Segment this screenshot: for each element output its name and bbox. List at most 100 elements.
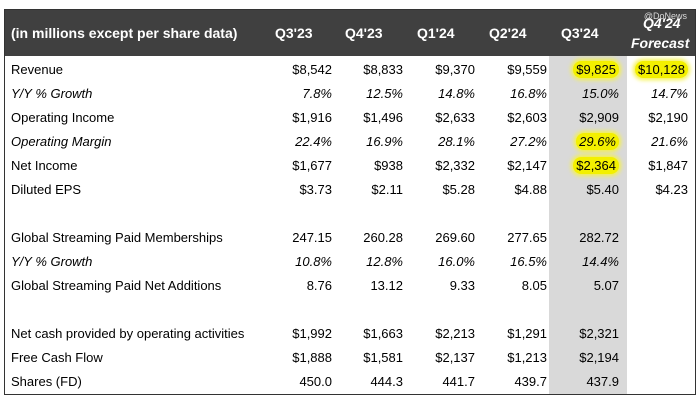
table-cell: 21.6% bbox=[608, 134, 688, 149]
table-cell: 277.65 bbox=[467, 230, 547, 245]
table-cell: $1,888 bbox=[252, 350, 332, 365]
table-row-operating-cash: Net cash provided by operating activitie… bbox=[5, 323, 695, 345]
cell-value: $5.40 bbox=[586, 182, 619, 197]
cell-value: $1,581 bbox=[363, 350, 403, 365]
table-cell: $2,147 bbox=[467, 158, 547, 173]
cell-value: 282.72 bbox=[579, 230, 619, 245]
cell-value: 16.8% bbox=[510, 86, 547, 101]
row-label: Net Income bbox=[11, 158, 78, 173]
table-cell: 282.72 bbox=[539, 230, 619, 245]
table-cell: 27.2% bbox=[467, 134, 547, 149]
cell-value: $1,847 bbox=[648, 158, 688, 173]
cell-value: 5.07 bbox=[593, 278, 619, 293]
table-cell: 16.8% bbox=[467, 86, 547, 101]
table-cell: $9,559 bbox=[467, 62, 547, 77]
table-cell: 14.4% bbox=[539, 254, 619, 269]
table-cell: $1,992 bbox=[252, 326, 332, 341]
table-cell: 9.33 bbox=[395, 278, 475, 293]
table-cell: $8,542 bbox=[252, 62, 332, 77]
header-col-q1-24: Q1'24 bbox=[417, 25, 455, 41]
table-cell: $4.88 bbox=[467, 182, 547, 197]
table-cell: $2,194 bbox=[539, 350, 619, 365]
cell-value: $1,496 bbox=[363, 110, 403, 125]
table-row-operating-income: Operating Income $1,916 $1,496 $2,633 $2,603… bbox=[5, 107, 695, 129]
table-cell: $2,213 bbox=[395, 326, 475, 341]
table-cell: 8.76 bbox=[252, 278, 332, 293]
row-label: Diluted EPS bbox=[11, 182, 82, 197]
watermark: @DoNews bbox=[643, 11, 687, 21]
cell-value: $2,147 bbox=[507, 158, 547, 173]
cell-value: 441.7 bbox=[442, 374, 475, 389]
header-col-forecast: Forecast bbox=[631, 35, 690, 51]
row-label: Global Streaming Paid Memberships bbox=[11, 230, 223, 245]
table-cell: $9,370 bbox=[395, 62, 475, 77]
cell-value: 10.8% bbox=[295, 254, 332, 269]
cell-value: 437.9 bbox=[586, 374, 619, 389]
cell-value: 247.15 bbox=[292, 230, 332, 245]
table-row-shares-fd: Shares (FD) 450.0 444.3 441.7 439.7 437.9 bbox=[5, 371, 695, 393]
highlighted-value: $9,825 bbox=[573, 61, 619, 78]
cell-value: $2,332 bbox=[435, 158, 475, 173]
cell-value: $8,833 bbox=[363, 62, 403, 77]
table-cell: 29.6% bbox=[539, 133, 619, 150]
table-cell: $2,332 bbox=[395, 158, 475, 173]
highlighted-value: $2,364 bbox=[573, 157, 619, 174]
table-cell: $3.73 bbox=[252, 182, 332, 197]
table-cell: $1,847 bbox=[608, 158, 688, 173]
table-cell: 10.8% bbox=[252, 254, 332, 269]
row-label: Global Streaming Paid Net Additions bbox=[11, 278, 222, 293]
cell-value: 277.65 bbox=[507, 230, 547, 245]
table-cell: 28.1% bbox=[395, 134, 475, 149]
table-cell: $10,128 bbox=[608, 61, 688, 78]
cell-value: 269.60 bbox=[435, 230, 475, 245]
cell-value: 22.4% bbox=[295, 134, 332, 149]
cell-value: $4.23 bbox=[655, 182, 688, 197]
highlighted-value: $10,128 bbox=[635, 61, 688, 78]
cell-value: 16.0% bbox=[438, 254, 475, 269]
table-cell: $2.11 bbox=[323, 182, 403, 197]
cell-value: $1,916 bbox=[292, 110, 332, 125]
cell-value: $1,888 bbox=[292, 350, 332, 365]
cell-value: $3.73 bbox=[299, 182, 332, 197]
cell-value: 13.12 bbox=[370, 278, 403, 293]
table-cell: 14.8% bbox=[395, 86, 475, 101]
table-cell: $1,581 bbox=[323, 350, 403, 365]
cell-value: $5.28 bbox=[442, 182, 475, 197]
table-row-memberships-growth: Y/Y % Growth 10.8% 12.8% 16.0% 16.5% 14.4% bbox=[5, 251, 695, 273]
cell-value: 450.0 bbox=[299, 374, 332, 389]
table-cell: 441.7 bbox=[395, 374, 475, 389]
table-cell: 16.9% bbox=[323, 134, 403, 149]
table-cell: $938 bbox=[323, 158, 403, 173]
cell-value: 16.5% bbox=[510, 254, 547, 269]
cell-value: 14.7% bbox=[651, 86, 688, 101]
table-cell: 13.12 bbox=[323, 278, 403, 293]
table-row-revenue: Revenue $8,542 $8,833 $9,370 $9,559 $9,825 $10… bbox=[5, 59, 695, 81]
cell-value: $938 bbox=[374, 158, 403, 173]
cell-value: 439.7 bbox=[514, 374, 547, 389]
table-cell: $2,190 bbox=[608, 110, 688, 125]
cell-value: $2.11 bbox=[371, 182, 403, 197]
table-cell: 12.5% bbox=[323, 86, 403, 101]
table-cell: 7.8% bbox=[252, 86, 332, 101]
financial-table: (in millions except per share data) Q3'2… bbox=[4, 9, 696, 395]
cell-value: $1,677 bbox=[292, 158, 332, 173]
row-label: Y/Y % Growth bbox=[11, 254, 93, 269]
table-cell: 16.5% bbox=[467, 254, 547, 269]
cell-value: 444.3 bbox=[370, 374, 403, 389]
table-cell: 22.4% bbox=[252, 134, 332, 149]
table-cell: 260.28 bbox=[323, 230, 403, 245]
cell-value: $2,190 bbox=[648, 110, 688, 125]
table-cell: $1,663 bbox=[323, 326, 403, 341]
table-cell: $8,833 bbox=[323, 62, 403, 77]
cell-value: 7.8% bbox=[302, 86, 332, 101]
table-cell: 15.0% bbox=[539, 86, 619, 101]
table-row-revenue-growth: Y/Y % Growth 7.8% 12.5% 14.8% 16.8% 15.0% 14.7… bbox=[5, 83, 695, 105]
cell-value: 28.1% bbox=[438, 134, 475, 149]
table-cell: $5.28 bbox=[395, 182, 475, 197]
table-row-diluted-eps: Diluted EPS $3.73 $2.11 $5.28 $4.88 $5.40 $4.2… bbox=[5, 179, 695, 201]
table-header: (in millions except per share data) Q3'2… bbox=[5, 10, 695, 56]
table-cell: 14.7% bbox=[608, 86, 688, 101]
table-cell: 444.3 bbox=[323, 374, 403, 389]
table-cell: $4.23 bbox=[608, 182, 688, 197]
cell-value: $1,291 bbox=[507, 326, 547, 341]
